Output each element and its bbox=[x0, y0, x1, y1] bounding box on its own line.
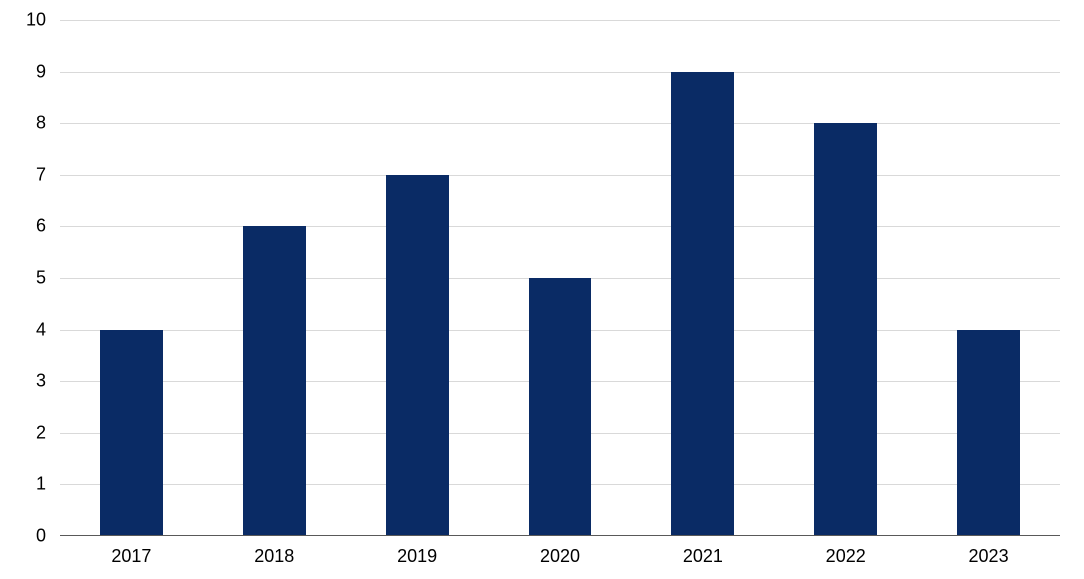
y-tick-label: 10 bbox=[0, 10, 46, 31]
y-tick-label: 9 bbox=[0, 61, 46, 82]
x-tick-label: 2022 bbox=[826, 546, 866, 567]
x-tick-label: 2021 bbox=[683, 546, 723, 567]
gridline bbox=[60, 226, 1060, 227]
gridline bbox=[60, 72, 1060, 73]
bar bbox=[814, 123, 877, 536]
y-tick-label: 6 bbox=[0, 216, 46, 237]
bar bbox=[671, 72, 734, 536]
x-tick-label: 2017 bbox=[111, 546, 151, 567]
bar bbox=[243, 226, 306, 536]
gridline bbox=[60, 20, 1060, 21]
x-tick-label: 2019 bbox=[397, 546, 437, 567]
y-tick-label: 1 bbox=[0, 474, 46, 495]
y-tick-label: 3 bbox=[0, 371, 46, 392]
y-tick-label: 0 bbox=[0, 526, 46, 547]
y-tick-label: 8 bbox=[0, 113, 46, 134]
y-tick-label: 7 bbox=[0, 164, 46, 185]
y-tick-label: 4 bbox=[0, 319, 46, 340]
x-tick-label: 2020 bbox=[540, 546, 580, 567]
x-tick-label: 2023 bbox=[969, 546, 1009, 567]
plot-area bbox=[60, 20, 1060, 536]
x-tick-label: 2018 bbox=[254, 546, 294, 567]
bar bbox=[957, 330, 1020, 536]
bar-chart: 0 1 2 3 4 5 6 7 8 9 10 2017 2018 2019 2020 2021 2022 202… bbox=[0, 0, 1084, 579]
gridline bbox=[60, 175, 1060, 176]
gridline bbox=[60, 123, 1060, 124]
x-axis-line bbox=[60, 535, 1060, 536]
bar bbox=[100, 330, 163, 536]
bar bbox=[386, 175, 449, 536]
y-tick-label: 5 bbox=[0, 268, 46, 289]
y-tick-label: 2 bbox=[0, 422, 46, 443]
bar bbox=[529, 278, 592, 536]
